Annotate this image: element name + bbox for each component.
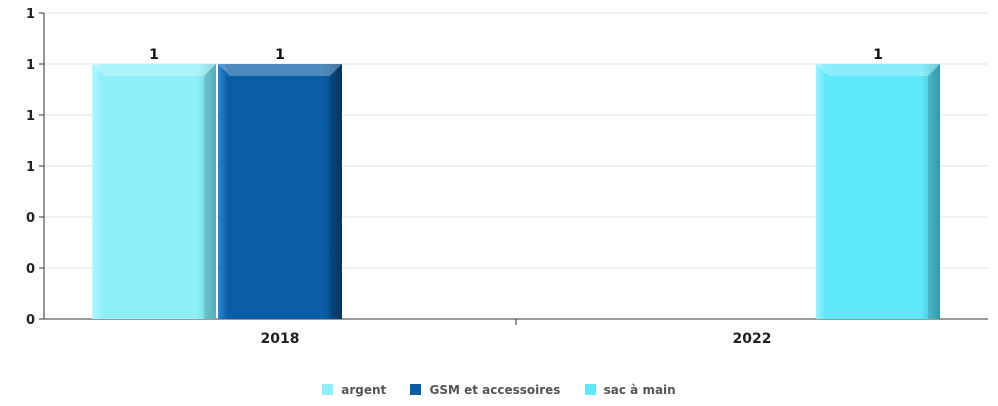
y-tick-label: 1	[26, 7, 35, 22]
y-tick-label: 0	[26, 211, 35, 226]
y-tick-label: 0	[26, 262, 35, 277]
data-label: 1	[873, 47, 883, 63]
legend-swatch-sac	[584, 384, 596, 395]
bar-argent	[92, 64, 216, 319]
bar-bevel-top	[218, 64, 342, 76]
legend-item-argent[interactable]: argent	[322, 383, 386, 397]
legend-swatch-gsm	[410, 384, 422, 395]
legend-item-gsm[interactable]: GSM et accessoires	[410, 383, 560, 397]
x-axis: 2018 2022	[44, 318, 988, 347]
bar-bevel-right	[330, 64, 342, 319]
x-tick-label: 2022	[733, 331, 772, 347]
bar-bevel-right	[204, 64, 216, 319]
bar-body	[92, 64, 216, 319]
y-tick-label: 1	[26, 109, 35, 124]
data-label: 1	[275, 47, 285, 63]
bar-chart: 0 0 0 1 1 1 1 2018 2022 1 1 1	[26, 7, 988, 347]
legend-item-sac[interactable]: sac à main	[584, 383, 676, 397]
legend-label-sac: sac à main	[603, 383, 676, 397]
legend-swatch-argent	[322, 384, 334, 395]
legend: argent GSM et accessoires sac à main	[0, 383, 998, 397]
bar-sac-main	[816, 64, 940, 319]
y-tick-label: 0	[26, 313, 35, 328]
bar-bevel-top	[816, 64, 940, 76]
y-tick-label: 1	[26, 160, 35, 175]
y-tick-label: 1	[26, 58, 35, 73]
legend-label-argent: argent	[341, 383, 387, 397]
legend-label-gsm: GSM et accessoires	[429, 383, 561, 397]
bar-gsm-et-accessoires	[218, 64, 342, 319]
bar-bevel-top	[92, 64, 216, 76]
data-labels: 1 1 1	[149, 47, 883, 63]
bar-bevel-right	[928, 64, 940, 319]
data-label: 1	[149, 47, 159, 63]
x-tick-label: 2018	[261, 331, 300, 347]
bar-body	[816, 64, 940, 319]
y-axis: 0 0 0 1 1 1 1	[26, 7, 45, 328]
bar-body	[218, 64, 342, 319]
bars	[92, 64, 940, 319]
